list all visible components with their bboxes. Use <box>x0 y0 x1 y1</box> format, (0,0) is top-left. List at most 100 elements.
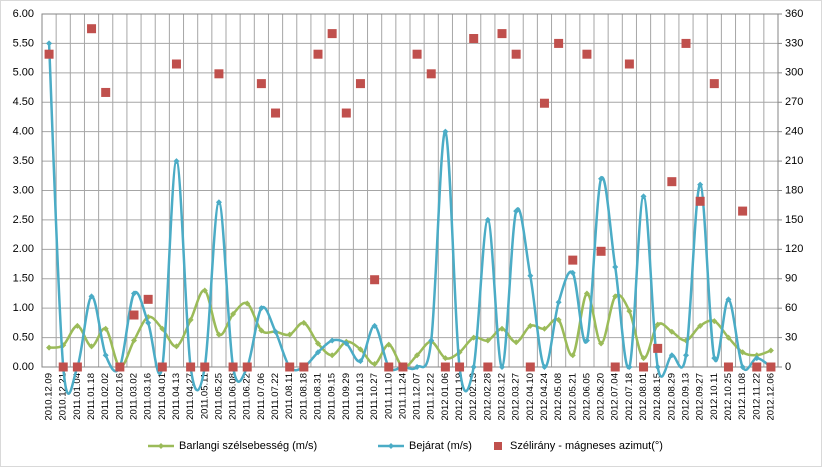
point-marker <box>371 322 378 329</box>
scatter-point <box>455 362 465 372</box>
x-tick-label: 2011.02.02 <box>100 373 111 420</box>
scatter-point <box>355 79 365 89</box>
y2-tick-label: 210 <box>785 155 803 167</box>
x-tick-label: 2011.04.13 <box>171 373 182 420</box>
point-marker <box>527 322 534 329</box>
x-tick-label: 2012.01.19 <box>454 373 465 421</box>
y-tick-label: 6.00 <box>13 8 34 20</box>
point-marker <box>612 293 619 300</box>
point-marker <box>697 322 704 329</box>
x-tick-label: 2010.12.21 <box>58 373 69 421</box>
point-marker <box>555 316 562 323</box>
y-tick-label: 2.00 <box>13 243 34 255</box>
y2-tick-label: 300 <box>785 67 803 79</box>
x-tick-label: 2012.05.08 <box>553 373 564 421</box>
scatter-point <box>299 362 309 372</box>
x-tick-label: 2012.06.20 <box>596 373 607 421</box>
point-marker <box>470 334 477 341</box>
point-marker <box>725 334 732 341</box>
scatter-point <box>511 49 521 59</box>
point-marker <box>159 325 166 332</box>
point-marker <box>739 364 746 370</box>
x-tick-label: 2012.10.11 <box>709 373 720 420</box>
x-tick-label: 2012.04.24 <box>539 373 550 421</box>
point-marker <box>583 337 590 344</box>
x-tick-label: 2012.07.18 <box>624 373 635 421</box>
x-tick-label: 2011.01.18 <box>86 373 97 420</box>
scatter-point <box>186 362 196 372</box>
point-marker <box>711 318 718 325</box>
y-tick-label: 4.50 <box>13 96 34 108</box>
x-tick-label: 2011.10.13 <box>355 373 366 420</box>
scatter-point <box>469 34 479 44</box>
scatter-point <box>370 275 380 285</box>
point-marker <box>499 364 505 370</box>
point-marker <box>711 355 718 362</box>
y2-tick-label: 330 <box>785 37 803 49</box>
scatter-point <box>610 362 620 372</box>
point-marker <box>626 308 633 315</box>
x-tick-label: 2011.02.16 <box>114 373 125 420</box>
point-marker <box>513 339 520 346</box>
scatter-point <box>271 108 281 118</box>
x-tick-label: 2011.09.29 <box>341 373 352 420</box>
x-tick-label: 2012.02.13 <box>468 373 479 421</box>
scatter-point <box>242 362 252 372</box>
x-tick-label: 2011.04.01 <box>157 373 168 420</box>
scatter-point <box>440 362 450 372</box>
point-marker <box>499 325 505 332</box>
scatter-point <box>738 206 748 216</box>
point-marker <box>725 296 732 303</box>
point-marker <box>329 352 336 359</box>
x-tick-label: 2011.04.27 <box>185 373 196 420</box>
point-marker <box>598 340 605 347</box>
scatter-point <box>695 196 705 206</box>
point-marker <box>272 328 279 335</box>
point-marker <box>187 316 194 323</box>
legend-marker <box>388 443 394 449</box>
point-marker <box>102 352 109 359</box>
point-marker <box>102 325 109 332</box>
point-marker <box>470 364 477 370</box>
point-marker <box>654 321 661 328</box>
scatter-point <box>398 362 408 372</box>
scatter-point <box>171 59 181 69</box>
y-tick-label: 0.50 <box>13 331 34 343</box>
legend-label: Barlangi szélsebesség (m/s) <box>179 440 317 452</box>
x-tick-label: 2012.12.06 <box>765 373 776 421</box>
scatter-point <box>539 98 549 108</box>
y-tick-label: 0.00 <box>13 361 34 373</box>
x-tick-label: 2012.08.15 <box>652 373 663 421</box>
legend-marker <box>158 443 164 449</box>
x-tick-label: 2011.08.31 <box>313 373 324 420</box>
scatter-point <box>723 362 733 372</box>
point-marker <box>555 299 562 306</box>
point-marker <box>385 341 392 348</box>
legend-label: Bejárat (m/s) <box>409 440 472 452</box>
x-tick-label: 2011.12.07 <box>412 373 423 420</box>
y-tick-label: 2.50 <box>13 214 34 226</box>
point-marker <box>357 346 364 353</box>
x-tick-label: 2012.01.06 <box>440 373 451 421</box>
point-marker <box>739 349 746 356</box>
point-marker <box>46 40 53 47</box>
point-marker <box>640 193 647 200</box>
x-tick-label: 2010.12.09 <box>44 373 55 421</box>
point-marker <box>612 263 619 270</box>
point-marker <box>215 331 222 338</box>
x-tick-label: 2011.06.08 <box>228 373 239 420</box>
scatter-point <box>72 362 82 372</box>
x-tick-label: 2012.02.28 <box>482 373 493 421</box>
point-marker <box>654 364 661 370</box>
x-tick-label: 2012.09.27 <box>695 373 706 421</box>
x-tick-label: 2012.08.01 <box>638 373 649 421</box>
x-tick-label: 2011.03.16 <box>143 373 154 420</box>
scatter-point <box>143 294 153 304</box>
y-tick-label: 1.50 <box>13 273 34 285</box>
scatter-point <box>327 29 337 39</box>
point-marker <box>626 364 633 370</box>
y2-tick-label: 240 <box>785 126 803 138</box>
point-marker <box>484 337 491 344</box>
point-marker <box>428 337 435 344</box>
plot-frame <box>41 13 779 368</box>
